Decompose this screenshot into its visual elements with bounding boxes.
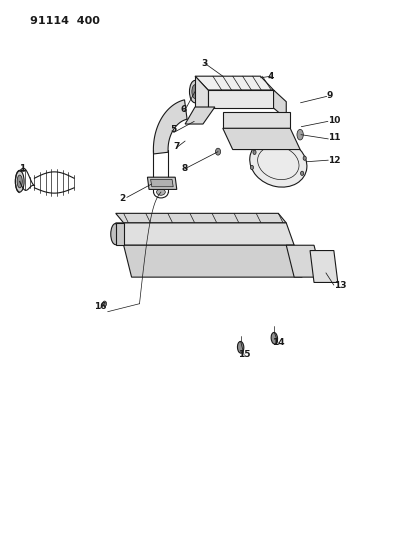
Ellipse shape <box>189 80 201 103</box>
Ellipse shape <box>318 259 330 274</box>
Text: 5: 5 <box>170 125 176 134</box>
Polygon shape <box>310 251 338 282</box>
Polygon shape <box>286 245 322 277</box>
Polygon shape <box>185 107 215 124</box>
Ellipse shape <box>16 171 24 192</box>
Polygon shape <box>223 112 290 128</box>
Ellipse shape <box>297 130 303 140</box>
Polygon shape <box>116 213 286 223</box>
Text: 14: 14 <box>272 338 285 347</box>
Text: 1: 1 <box>19 164 25 173</box>
Polygon shape <box>147 177 177 189</box>
Ellipse shape <box>17 175 22 188</box>
Ellipse shape <box>271 333 277 344</box>
Text: 9: 9 <box>327 91 333 100</box>
Text: 3: 3 <box>201 59 207 68</box>
Ellipse shape <box>303 156 306 160</box>
Text: 13: 13 <box>334 280 346 289</box>
Text: 8: 8 <box>181 164 188 173</box>
Ellipse shape <box>300 171 304 175</box>
Ellipse shape <box>111 223 121 245</box>
Text: 15: 15 <box>238 350 251 359</box>
Text: 6: 6 <box>181 105 187 114</box>
Polygon shape <box>116 223 124 245</box>
Ellipse shape <box>235 256 258 272</box>
Text: 11: 11 <box>328 133 340 142</box>
Ellipse shape <box>253 150 256 155</box>
Polygon shape <box>195 76 273 90</box>
Polygon shape <box>273 90 286 119</box>
Ellipse shape <box>156 189 165 195</box>
Polygon shape <box>195 76 208 107</box>
Polygon shape <box>124 245 302 277</box>
Text: 2: 2 <box>119 194 126 203</box>
Polygon shape <box>116 223 294 245</box>
Polygon shape <box>208 90 273 108</box>
Text: 12: 12 <box>328 156 340 165</box>
Ellipse shape <box>238 342 244 353</box>
Polygon shape <box>223 128 300 150</box>
Ellipse shape <box>103 301 107 306</box>
Text: 4: 4 <box>267 72 273 81</box>
Polygon shape <box>153 100 187 154</box>
Ellipse shape <box>250 165 254 169</box>
Ellipse shape <box>215 148 220 155</box>
Ellipse shape <box>192 85 198 99</box>
Text: 16: 16 <box>94 302 107 311</box>
Polygon shape <box>150 179 173 187</box>
Ellipse shape <box>199 254 223 270</box>
Text: 7: 7 <box>173 142 179 151</box>
Text: 91114  400: 91114 400 <box>30 16 100 26</box>
Ellipse shape <box>159 253 183 269</box>
Text: 10: 10 <box>328 116 340 125</box>
Ellipse shape <box>316 256 332 277</box>
Ellipse shape <box>250 139 307 187</box>
